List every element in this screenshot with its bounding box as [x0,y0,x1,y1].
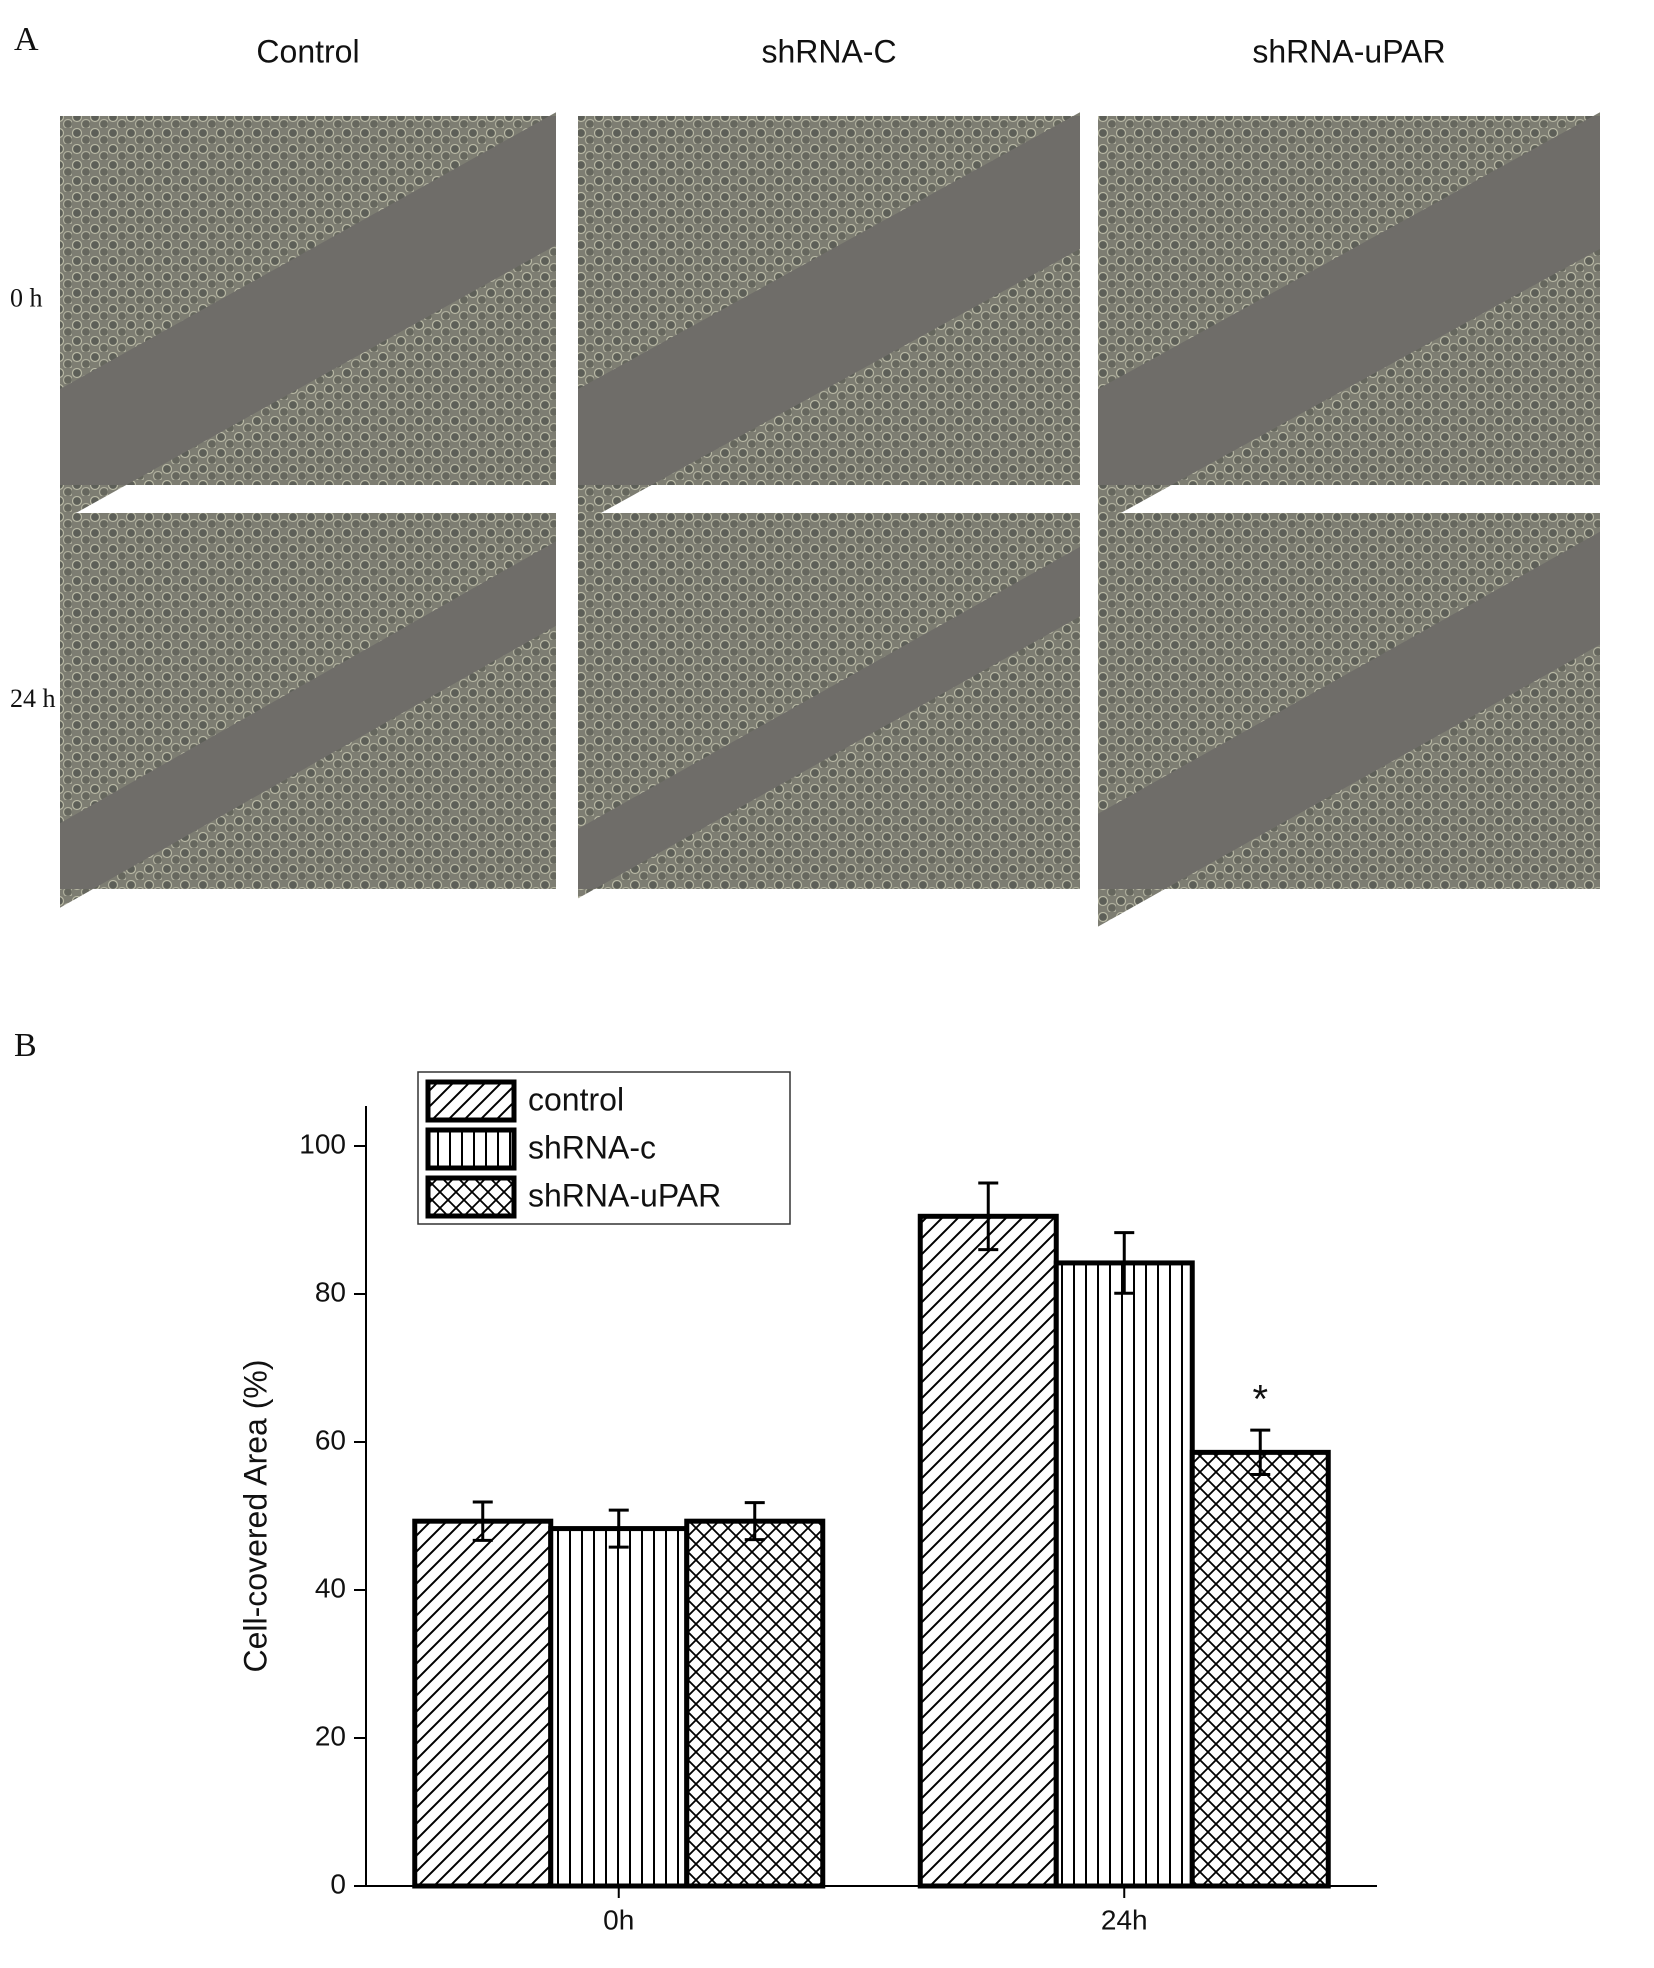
cell-layer [60,513,556,824]
legend-label: shRNA-uPAR [528,1177,721,1213]
column-header: shRNA-uPAR [1252,33,1445,69]
panel-label: A [14,21,39,58]
legend-label: shRNA-c [528,1129,656,1165]
error-bar [1250,1428,1271,1477]
cell-layer [578,112,1080,390]
legend-swatch [425,1079,517,1123]
row-label: 0 h [10,283,43,312]
cell-layer [60,245,556,522]
error-bar [978,1181,999,1252]
y-axis-title: Cell-covered Area (%) [237,1360,273,1673]
bar [1189,1449,1331,1889]
bar [412,1518,554,1889]
cell-layer [1098,248,1600,526]
y-tick-label: 0 [330,1868,346,1899]
cell-layer [60,625,556,908]
legend-swatch [425,1127,517,1171]
y-tick-label: 100 [299,1128,346,1159]
legend-label: control [528,1081,624,1117]
cell-layer [60,112,556,390]
bar [1053,1260,1195,1889]
annotation: * [1252,1378,1268,1422]
row-label: 24 h [10,684,56,713]
cell-layer [578,248,1080,526]
cell-layer [578,513,1080,829]
column-header: shRNA-C [761,33,896,69]
y-tick-label: 40 [315,1572,346,1603]
panel-label: B [14,1027,37,1064]
error-bar [472,1500,493,1542]
x-tick-label: 0h [603,1904,634,1935]
column-header: Control [256,33,359,69]
bar-chart: 0 20 40 60 80 100 Cell-covered Area (%) 0h 24h * c… [237,1071,1377,1935]
y-tick-label: 20 [315,1720,346,1751]
y-tick-label: 80 [315,1276,346,1307]
cell-layer [1098,513,1600,814]
bar [917,1213,1059,1889]
micrographs: Control shRNA-C shRNA-uPAR 0 h 24 h [10,33,1600,927]
cell-layer [1098,112,1600,390]
error-bar [608,1508,629,1549]
error-bar [1114,1231,1135,1295]
cell-layer [1098,644,1600,927]
legend-swatch [425,1175,517,1219]
bar [684,1518,826,1889]
cell-layer [578,616,1080,899]
error-bar [744,1501,765,1542]
y-tick-label: 60 [315,1424,346,1455]
x-tick-label: 24h [1101,1904,1148,1935]
bar [548,1526,690,1889]
